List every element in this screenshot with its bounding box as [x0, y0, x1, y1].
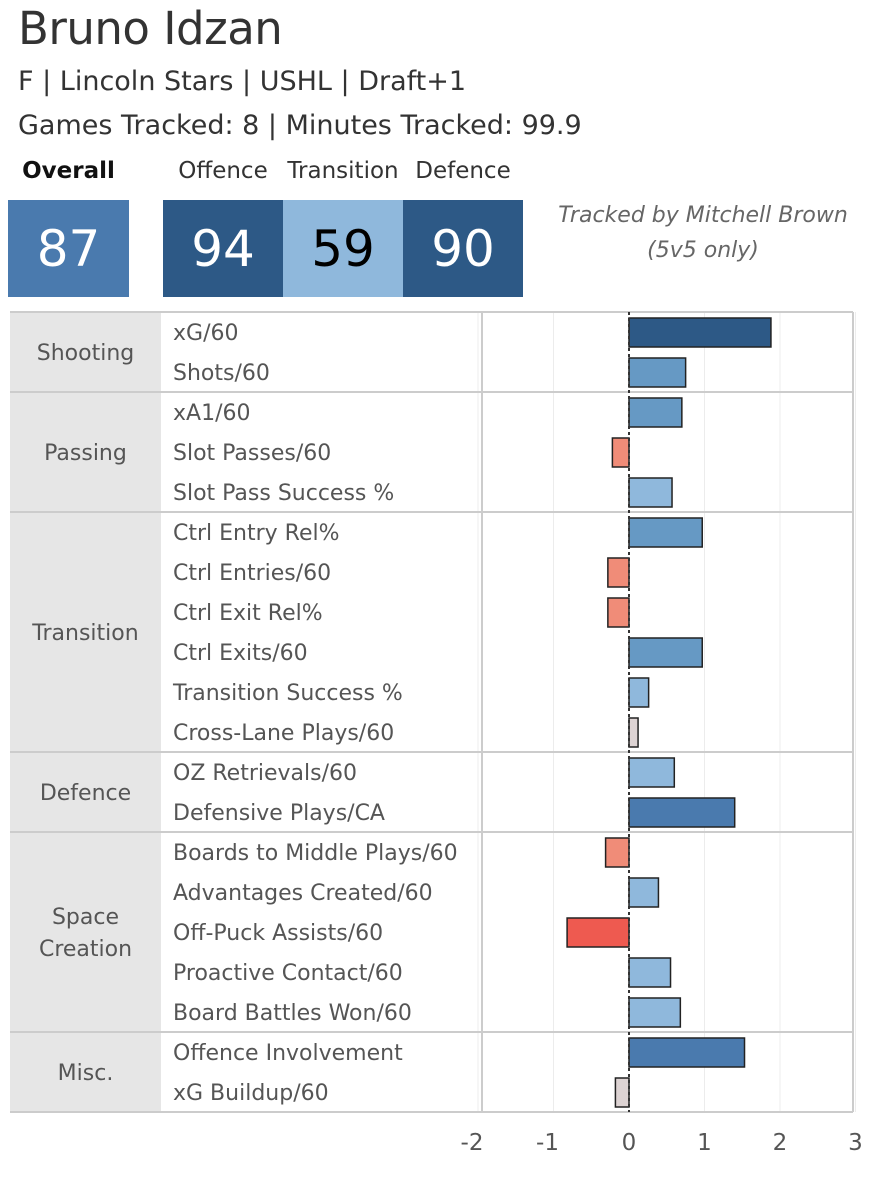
- metric-bar: [607, 557, 630, 588]
- offence-rating-box: 94: [163, 200, 283, 297]
- metric-label: Shots/60: [173, 361, 270, 386]
- metric-label: Ctrl Entries/60: [173, 561, 331, 586]
- metric-label: Ctrl Entry Rel%: [173, 521, 340, 546]
- metric-bar: [566, 917, 630, 948]
- metric-bar: [628, 637, 703, 668]
- x-tick-label: 2: [773, 1130, 788, 1156]
- metric-label: Defensive Plays/CA: [173, 801, 385, 826]
- credit-line: Tracked by Mitchell Brown: [558, 203, 848, 228]
- defence-header: Defence: [415, 158, 511, 184]
- metric-label: xG/60: [173, 321, 238, 346]
- metric-label: Ctrl Exit Rel%: [173, 601, 323, 626]
- tracking-summary: Games Tracked: 8 | Minutes Tracked: 99.9: [18, 110, 582, 141]
- metric-label: OZ Retrievals/60: [173, 761, 357, 786]
- metric-label: Offence Involvement: [173, 1041, 403, 1066]
- metric-label: Board Battles Won/60: [173, 1001, 412, 1026]
- tracking-credit: Tracked by Mitchell Brown (5v5 only): [548, 198, 858, 268]
- category-column-bg: [10, 312, 161, 1112]
- group-label: Shooting: [37, 341, 134, 366]
- metric-label: Slot Pass Success %: [173, 481, 394, 506]
- metric-label: Off-Puck Assists/60: [173, 921, 383, 946]
- metric-label: Ctrl Exits/60: [173, 641, 308, 666]
- overall-header: Overall: [22, 158, 115, 184]
- metric-bar: [628, 317, 772, 348]
- metric-bar: [614, 1077, 630, 1108]
- x-tick-label: -1: [536, 1130, 559, 1156]
- player-subtitle: F | Lincoln Stars | USHL | Draft+1: [18, 66, 467, 97]
- defence-rating-box: 90: [403, 200, 523, 297]
- transition-header: Transition: [287, 158, 399, 184]
- group-label: Defence: [40, 781, 131, 806]
- metric-label: Transition Success %: [172, 681, 403, 706]
- metric-label: xA1/60: [173, 401, 250, 426]
- metric-bar: [628, 1037, 746, 1068]
- metric-bar: [628, 477, 673, 508]
- credit-note: (5v5 only): [647, 238, 759, 263]
- metric-label: Slot Passes/60: [173, 441, 331, 466]
- x-tick-label: 3: [848, 1130, 863, 1156]
- overall-rating-box: 87: [8, 200, 129, 297]
- group-label: Passing: [44, 441, 127, 466]
- metric-bar: [628, 877, 660, 908]
- x-tick-label: 1: [697, 1130, 712, 1156]
- offence-header: Offence: [178, 158, 268, 184]
- group-label: Space: [52, 905, 119, 930]
- metric-bar: [607, 597, 630, 628]
- metric-bar: [628, 717, 639, 748]
- metric-bar: [628, 517, 703, 548]
- x-tick-label: -2: [461, 1130, 484, 1156]
- group-label: Transition: [31, 621, 138, 646]
- group-label: Creation: [39, 937, 132, 962]
- player-name: Bruno Idzan: [18, 2, 283, 55]
- metric-label: Proactive Contact/60: [173, 961, 403, 986]
- metric-bar: [628, 677, 650, 708]
- metric-label: Boards to Middle Plays/60: [173, 841, 458, 866]
- metric-label: xG Buildup/60: [173, 1081, 329, 1106]
- metric-bar: [628, 357, 687, 388]
- metric-bar: [628, 957, 672, 988]
- x-tick-label: 0: [622, 1130, 637, 1156]
- metric-bar: [628, 797, 736, 828]
- metric-bar: [611, 437, 630, 468]
- metric-bar: [604, 837, 630, 868]
- group-label: Misc.: [58, 1061, 114, 1086]
- metric-bar: [628, 397, 683, 428]
- metric-bar: [628, 997, 682, 1028]
- metric-label: Advantages Created/60: [173, 881, 433, 906]
- metric-bar: [628, 757, 676, 788]
- metric-label: Cross-Lane Plays/60: [173, 721, 394, 746]
- transition-rating-box: 59: [283, 200, 403, 297]
